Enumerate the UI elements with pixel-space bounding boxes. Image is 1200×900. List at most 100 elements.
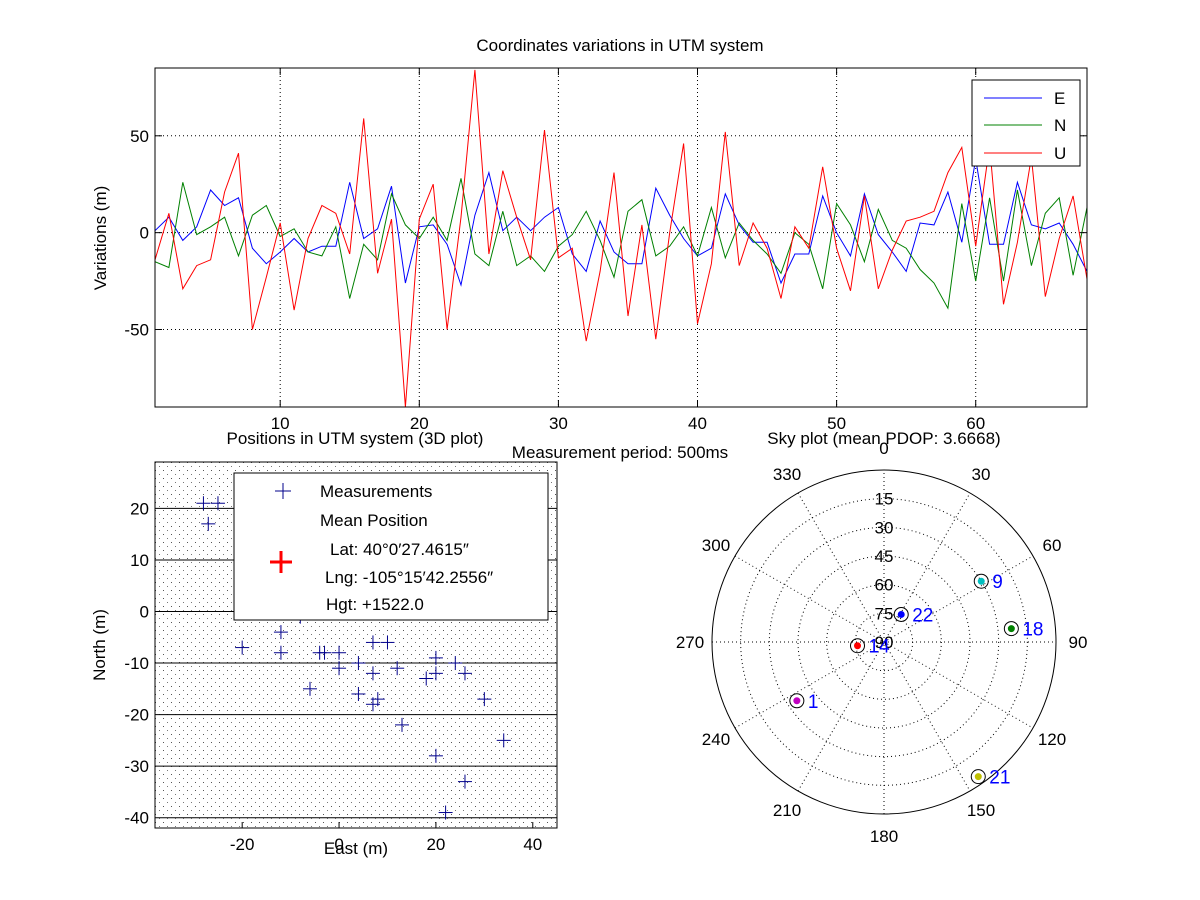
satellite-18: 18: [1003, 620, 1043, 641]
measurement-marker: [370, 692, 385, 707]
satellite-dot: [974, 773, 982, 781]
measurement-marker: [390, 661, 405, 676]
positions-y-tick-label: -20: [124, 706, 149, 725]
measurement-marker: [419, 671, 434, 686]
positions-chart: -20 0 20 40 20 10 0 -10 -20 -30 -40 Positions in U…: [90, 429, 558, 858]
positions-y-tick-label: -10: [124, 654, 149, 673]
skyplot-grid: [711, 469, 1057, 815]
variations-legend-box: [971, 79, 1081, 167]
variations-x-tick-label: 60: [966, 414, 985, 433]
satellite-prn-label: 22: [912, 605, 933, 626]
measurement-marker: [428, 666, 443, 681]
legend-label-u: U: [1054, 144, 1066, 163]
measurement-marker: [201, 516, 216, 531]
skyplot-elevation-label: 30: [875, 518, 894, 537]
skyplot-chart: 0 30 60 90 120 150 180 210 240 270 300 330 15 30 45 60 7…: [676, 429, 1088, 846]
variations-axes-box: [154, 67, 1088, 408]
variations-x-tick-label: 20: [410, 414, 429, 433]
legend-marker-measurements: [275, 483, 291, 499]
skyplot-azimuth-label: 240: [702, 730, 730, 749]
positions-x-tick-label: 0: [334, 835, 343, 854]
legend-label-e: E: [1054, 89, 1065, 108]
skyplot-azimuth-label: 60: [1043, 536, 1062, 555]
measurement-marker: [332, 661, 347, 676]
legend-label-measurements: Measurements: [320, 482, 432, 501]
positions-y-tick-label: -40: [124, 809, 149, 828]
positions-y-tick-label: 20: [130, 499, 149, 518]
satellite-ring: [893, 606, 909, 622]
measurement-marker: [317, 645, 332, 660]
satellite-ring: [850, 638, 866, 654]
skyplot-satellites: 9 22 18 14 1 21: [789, 572, 1043, 789]
satellite-prn-label: 9: [992, 572, 1003, 593]
skyplot-elevation-ring: [768, 526, 1000, 758]
skyplot-azimuth-spoke: [797, 492, 971, 792]
skyplot-elevation-label: 15: [875, 490, 894, 509]
variations-ticks: 10 20 30 40 50 60 50 0 -50: [124, 68, 1087, 433]
positions-legend-box: [233, 472, 549, 621]
skyplot-elevation-ring: [740, 498, 1028, 786]
measurement-marker: [477, 692, 492, 707]
skyplot-azimuth-label: 90: [1069, 633, 1088, 652]
skyplot-azimuth-label: 150: [967, 801, 995, 820]
legend-marker-mean-position: [270, 551, 292, 573]
satellite-ring: [973, 573, 989, 589]
measurement-marker: [351, 656, 366, 671]
series-line-u: [155, 69, 1087, 407]
skyplot-elevation-ring: [826, 584, 942, 700]
satellite-prn-label: 18: [1022, 620, 1043, 641]
positions-axes-box: [154, 461, 558, 829]
measurement-marker: [302, 681, 317, 696]
positions-x-tick-label: 20: [426, 835, 445, 854]
variations-title: Coordinates variations in UTM system: [476, 36, 763, 55]
skyplot-azimuth-label: 180: [870, 827, 898, 846]
variations-xlabel: Measurement period: 500ms: [512, 443, 728, 462]
positions-ylabel: North (m): [90, 609, 109, 681]
measurement-marker: [351, 686, 366, 701]
positions-x-tick-label: -20: [230, 835, 255, 854]
satellite-dot: [854, 642, 862, 650]
variations-y-tick-label: 0: [140, 224, 149, 243]
measurement-marker: [210, 496, 225, 511]
measurement-marker: [365, 666, 380, 681]
variations-chart: 10 20 30 40 50 60 50 0 -50 Coordinates variation…: [91, 36, 1088, 462]
skyplot-elevation-ring: [854, 612, 914, 672]
satellite-ring: [1003, 621, 1019, 637]
measurement-marker: [438, 805, 453, 820]
variations-ylabel: Variations (m): [91, 186, 110, 291]
satellite-dot: [1007, 625, 1015, 633]
legend-label-mean-position: Mean Position: [320, 511, 428, 530]
satellite-9: 9: [973, 572, 1003, 593]
measurement-marker: [395, 717, 410, 732]
measurement-marker: [273, 625, 288, 640]
legend-lat: Lat: 40°0′27.4615″: [330, 540, 469, 559]
skyplot-azimuth-label: 300: [702, 536, 730, 555]
positions-y-tick-label: 10: [130, 551, 149, 570]
satellite-dot: [793, 697, 801, 705]
legend-hgt: Hgt: +1522.0: [326, 595, 424, 614]
measurement-marker: [380, 635, 395, 650]
skyplot-labels: 0 30 60 90 120 150 180 210 240 270 300 330 15 30 45 60 7…: [676, 439, 1088, 846]
satellite-dot: [977, 577, 985, 585]
skyplot-azimuth-label: 210: [773, 801, 801, 820]
positions-points: [196, 496, 511, 820]
skyplot-azimuth-label: 120: [1038, 730, 1066, 749]
skyplot-elevation-label: 45: [875, 547, 894, 566]
measurement-marker: [428, 650, 443, 665]
measurement-marker: [448, 656, 463, 671]
satellite-ring: [970, 769, 986, 785]
measurement-marker: [428, 748, 443, 763]
variations-lines: [155, 69, 1087, 407]
satellite-prn-label: 14: [869, 637, 891, 658]
variations-legend: E N U: [971, 79, 1081, 167]
positions-ticks: -20 0 20 40 20 10 0 -10 -20 -30 -40: [124, 499, 542, 854]
satellite-dot: [897, 610, 905, 618]
series-line-e: [155, 158, 1087, 287]
satellite-prn-label: 21: [989, 768, 1010, 789]
skyplot-azimuth-label: 270: [676, 633, 704, 652]
positions-title: Positions in UTM system (3D plot): [227, 429, 484, 448]
variations-x-tick-label: 30: [549, 414, 568, 433]
variations-x-tick-label: 50: [827, 414, 846, 433]
positions-y-tick-label: 0: [140, 602, 149, 621]
